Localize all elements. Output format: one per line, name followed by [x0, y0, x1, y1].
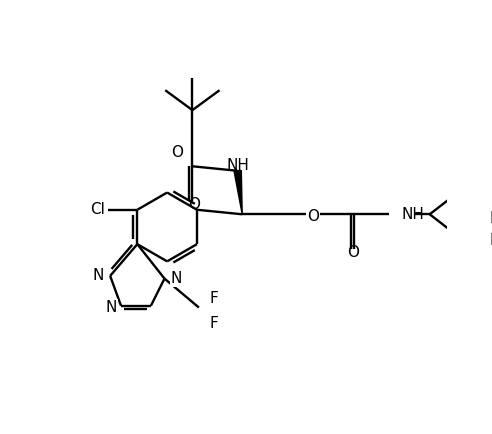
Text: F: F [210, 291, 218, 306]
Text: O: O [307, 209, 319, 224]
Text: O: O [347, 245, 359, 260]
Text: Cl: Cl [90, 202, 105, 217]
Text: N: N [92, 268, 104, 283]
Text: N: N [171, 271, 182, 286]
Polygon shape [234, 171, 242, 214]
Text: F: F [490, 233, 492, 248]
Text: O: O [188, 197, 200, 211]
Text: NH: NH [226, 158, 249, 173]
Text: O: O [171, 145, 184, 160]
Text: N: N [105, 300, 117, 315]
Text: NH: NH [401, 207, 425, 222]
Text: F: F [490, 211, 492, 226]
Text: F: F [210, 316, 218, 332]
